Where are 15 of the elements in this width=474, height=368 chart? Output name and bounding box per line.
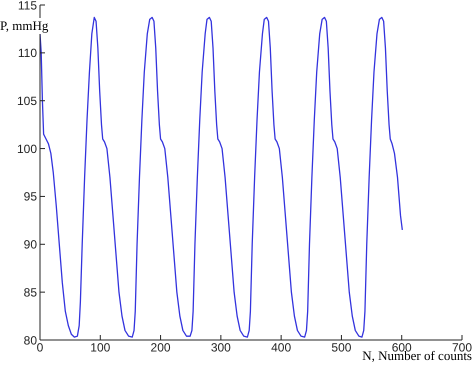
x-tick-label: 200 <box>150 340 171 355</box>
x-tick-label: 400 <box>271 340 292 355</box>
y-axis-title: P, mmHg <box>0 18 48 34</box>
y-tick-label: 90 <box>24 238 38 252</box>
y-tick-label: 100 <box>16 142 38 156</box>
x-tick-label: 0 <box>36 340 44 355</box>
y-tick-label: 105 <box>16 94 38 108</box>
y-tick-label: 115 <box>18 0 38 12</box>
x-tick-label: 100 <box>90 340 111 355</box>
y-tick-label: 110 <box>18 46 38 60</box>
y-tick-label: 80 <box>24 333 38 348</box>
x-tick-label: 500 <box>331 340 352 355</box>
y-tick-label: 85 <box>24 285 38 300</box>
y-tick-label: 95 <box>24 190 38 204</box>
x-tick-label: 300 <box>210 340 232 355</box>
